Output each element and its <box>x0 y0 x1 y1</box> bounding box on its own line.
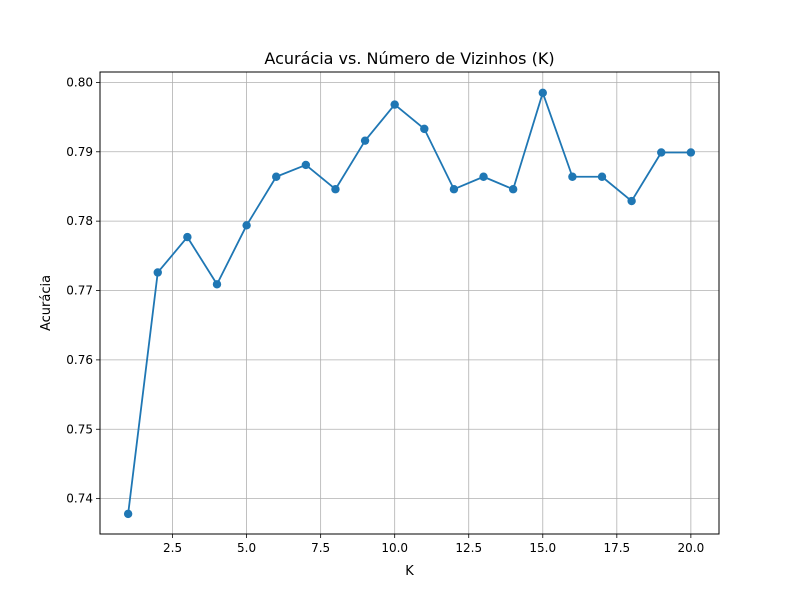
grid <box>100 72 719 534</box>
y-tick-label: 0.76 <box>66 353 93 367</box>
x-tick-label: 20.0 <box>678 541 705 555</box>
x-tick-label: 5.0 <box>237 541 256 555</box>
data-point <box>390 100 399 109</box>
x-tick-label: 15.0 <box>529 541 556 555</box>
data-point <box>686 148 696 157</box>
data-point <box>123 509 133 519</box>
y-tick-label: 0.74 <box>66 492 93 506</box>
data-point <box>627 196 636 206</box>
y-tick-label: 0.77 <box>66 284 93 298</box>
data-point <box>508 185 518 194</box>
data-point <box>331 185 340 194</box>
data-point <box>301 160 311 170</box>
data-point <box>538 88 547 98</box>
data-point <box>360 136 370 145</box>
data-point <box>657 148 666 157</box>
series-line <box>127 91 691 514</box>
data-point <box>272 172 281 181</box>
x-axis: 2.5 5.0 7.5 10.0 12.5 15.0 17.5 20.0 <box>163 534 704 555</box>
y-tick-label: 0.79 <box>66 145 93 159</box>
data-point <box>479 172 488 181</box>
data-point <box>568 172 577 181</box>
x-tick-label: 10.0 <box>381 541 408 555</box>
x-tick-label: 7.5 <box>311 541 330 555</box>
data-point <box>183 232 192 242</box>
y-axis: 0.74 0.75 0.76 0.77 0.78 0.79 0.80 <box>66 75 100 506</box>
data-point <box>153 268 162 277</box>
data-point <box>212 280 222 289</box>
x-tick-label: 2.5 <box>163 541 182 555</box>
y-tick-label: 0.80 <box>66 75 93 89</box>
data-point <box>449 185 459 194</box>
data-point <box>242 221 251 230</box>
y-axis-label: Acurácia <box>39 275 54 331</box>
data-point <box>597 172 607 181</box>
plot-frame <box>99 71 720 535</box>
data-series <box>123 88 696 519</box>
y-tick-label: 0.75 <box>66 422 93 436</box>
x-axis-label: K <box>405 564 414 579</box>
chart-title: Acurácia vs. Número de Vizinhos (K) <box>264 49 554 68</box>
x-tick-label: 17.5 <box>603 541 630 555</box>
data-point <box>420 124 429 134</box>
x-tick-label: 12.5 <box>455 541 482 555</box>
y-tick-label: 0.78 <box>66 214 93 228</box>
